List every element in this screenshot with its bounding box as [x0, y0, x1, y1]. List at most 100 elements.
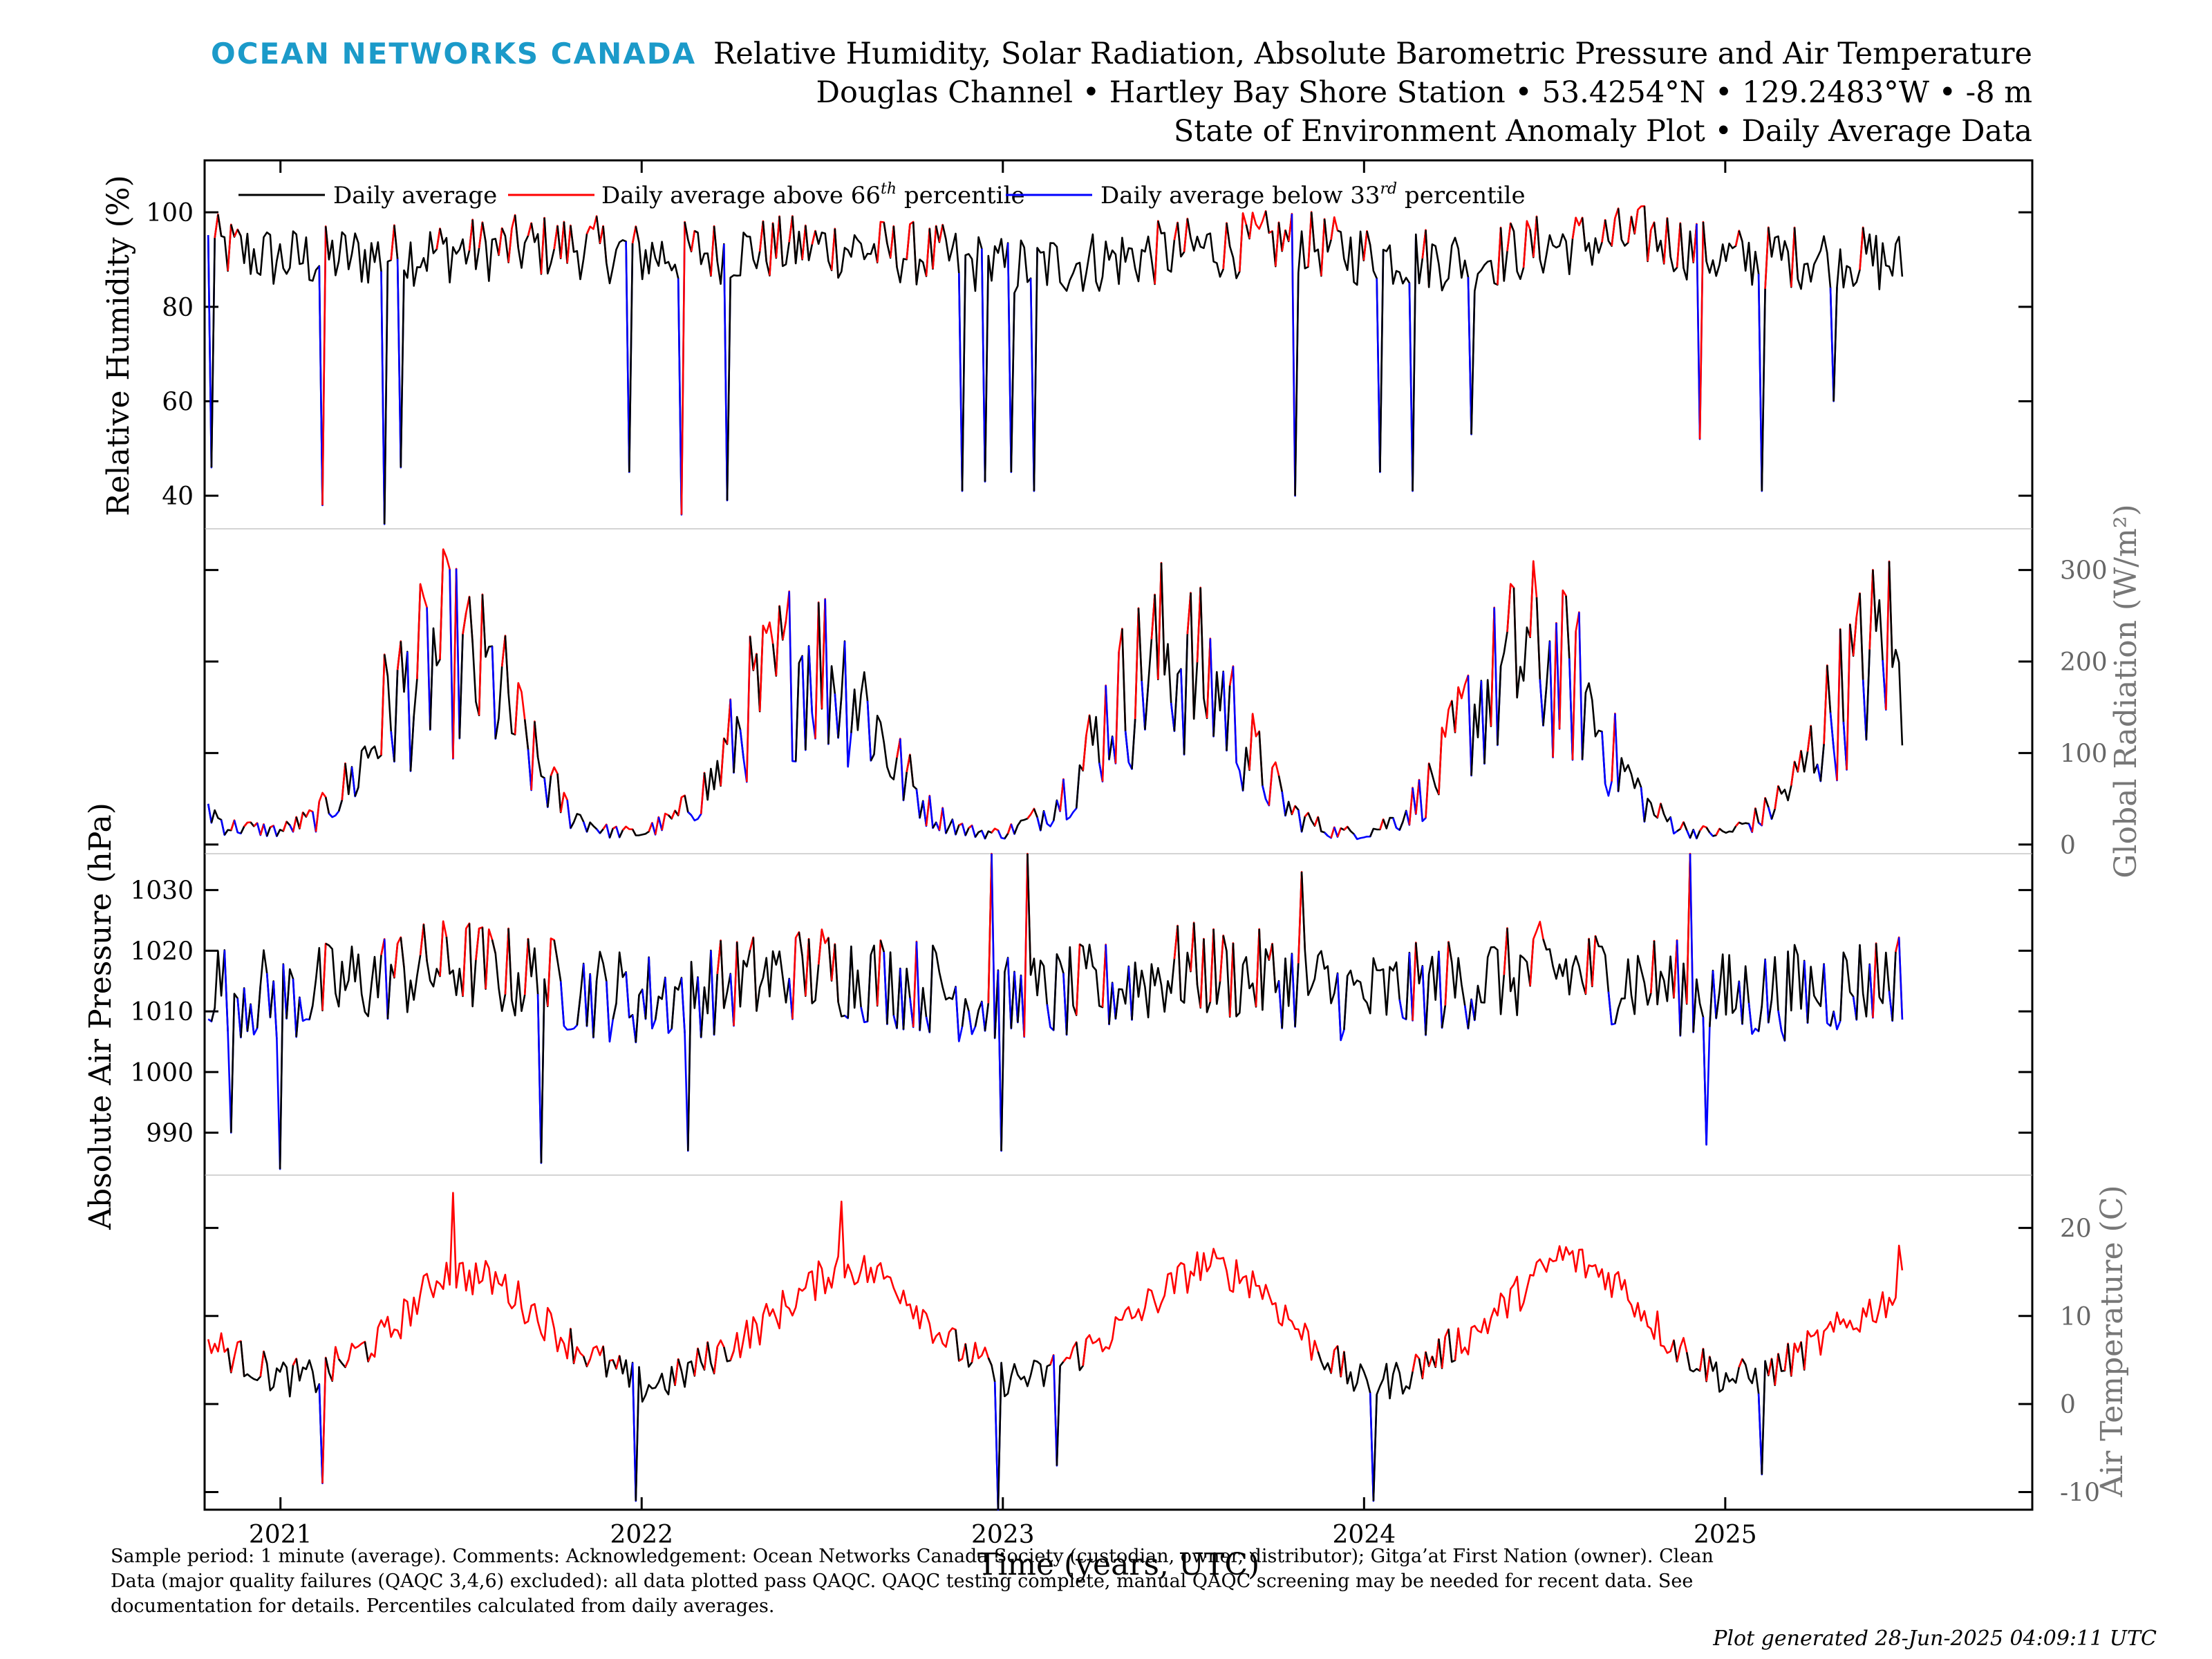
pressure-series-daily-segment-174 [1506, 928, 1535, 1016]
solar-series-daily-segment-176 [1121, 628, 1130, 763]
humidity-ytick-label-80: 80 [162, 294, 194, 322]
temperature-series-above-segment-27 [674, 1358, 683, 1386]
temperature-series-daily-segment-55 [1372, 1354, 1417, 1501]
humidity-series-daily-segment-54 [726, 221, 765, 501]
xlabel: Time (years, UTC) [977, 1547, 1259, 1582]
pressure-ytick-label-1010: 1010 [130, 998, 194, 1027]
pressure-series-daily-segment-120 [1027, 853, 1051, 1028]
humidity-series-above-segment-10 [321, 225, 330, 505]
solar-series-daily-segment-262 [1581, 682, 1606, 785]
humidity-series-daily-segment-19 [439, 219, 474, 283]
pressure-series-daily-segment-202 [1783, 944, 1809, 1041]
solar-ytick-label-0: 0 [2060, 832, 2076, 860]
pressure-series-daily-segment-26 [400, 924, 425, 1013]
title-line-1: Relative Humidity, Solar Radiation, Abso… [713, 37, 2032, 71]
solar-ytick-label-100: 100 [2060, 740, 2108, 768]
temperature-ytick-label-10: 10 [2060, 1303, 2092, 1331]
solar-series-below-segment-271 [1669, 816, 1681, 835]
humidity-series-above-segment-49 [690, 229, 699, 252]
ylabel-temperature: Air Temperature (C) [2094, 1185, 2130, 1497]
solar-series-daily-segment-270 [1660, 803, 1675, 834]
pressure-series-below-segment-59 [648, 957, 660, 1030]
legend-above-suffix: percentile [897, 182, 1025, 209]
pressure-ytick-label-1030: 1030 [130, 877, 194, 906]
pressure-ytick-label-1000: 1000 [130, 1059, 194, 1087]
pressure-series-daily-segment-102 [928, 944, 960, 1042]
pressure-series-daily-segment-157 [1343, 957, 1404, 1030]
pressure-series-daily-segment-172 [1474, 928, 1508, 1021]
humidity-series-above-segment-158 [1764, 226, 1773, 289]
solar-series-below-segment-125 [866, 700, 875, 762]
legend-label-below: Daily average below 33rd percentile [1100, 180, 1526, 209]
solar-series-below-segment-265 [1614, 713, 1623, 793]
pressure-series-daily-segment-21 [325, 939, 386, 1018]
solar-series-daily-segment-217 [1317, 816, 1329, 837]
pressure-series-daily-segment-92 [886, 951, 898, 1029]
humidity-series-daily-segment-165 [1862, 227, 1904, 290]
humidity-series-above-segment-116 [1362, 230, 1371, 261]
temperature-series-above-segment-15 [367, 1192, 575, 1364]
humidity-series-daily-segment-123 [1425, 229, 1472, 435]
temperature-series-daily-segment-77 [1761, 1358, 1773, 1475]
solar-series-below-segment-111 [788, 591, 800, 762]
solar-series-below-segment-128 [899, 738, 908, 802]
humidity-series-daily-segment-43 [628, 226, 637, 473]
tick-layer: 2021 2022 2023 2024 202540608010001002003009… [130, 160, 2108, 1549]
humidity-series-daily-segment-161 [1793, 227, 1835, 402]
pressure-series-below-segment-53 [625, 972, 633, 1019]
x-tick-label-2025: 2025 [1694, 1521, 1757, 1549]
solar-series-above-segment-168 [1082, 714, 1094, 771]
humidity-series-daily-segment-41 [602, 225, 630, 473]
humidity-series-daily-segment-90 [1157, 221, 1179, 273]
humidity-series-daily-segment-45 [635, 226, 683, 515]
legend-below-prefix: Daily average below 33 [1100, 182, 1380, 209]
solar-series-above-segment-257 [1558, 589, 1571, 729]
solar-ytick-label-200: 200 [2060, 648, 2108, 677]
humidity-ytick-label-60: 60 [162, 388, 194, 417]
x-tick-label-2022: 2022 [610, 1521, 673, 1549]
title-line-2: Douglas Channel • Hartley Bay Shore Stat… [816, 75, 2033, 110]
solar-ytick-label-300: 300 [2060, 557, 2108, 585]
ylabel-humidity: Relative Humidity (%) [101, 175, 136, 516]
temperature-series-above-segment-66 [1454, 1245, 1678, 1362]
pressure-series-daily-segment-155 [1300, 872, 1342, 1040]
pressure-series-daily-segment-180 [1594, 935, 1613, 1025]
solar-series-daily-segment-199 [1226, 666, 1235, 751]
pressure-series-daily-segment-126 [1079, 944, 1107, 1009]
footer-line-3: documentation for details. Percentiles c… [111, 1595, 774, 1617]
solar-series-daily-segment-103 [749, 636, 758, 671]
footer-line-2: Data (major quality failures (QAQC 3,4,6… [111, 1571, 1693, 1592]
pressure-series-daily-segment-80 [807, 929, 823, 1004]
legend-label-above: Daily average above 66th percentile [601, 180, 1025, 209]
solar-series-daily-segment-284 [1718, 821, 1740, 834]
humidity-series-above-segment-77 [932, 225, 941, 269]
plot-generated-stamp: Plot generated 28-Jun-2025 04:09:11 UTC [1712, 1627, 2157, 1651]
temperature-ytick-label-0: 0 [2060, 1391, 2076, 1419]
humidity-series-daily-segment-115 [1337, 229, 1368, 286]
pressure-ytick-label-990: 990 [146, 1120, 194, 1148]
solar-series-below-segment-148 [971, 825, 980, 838]
humidity-series-daily-segment-94 [1186, 218, 1228, 278]
humidity-series-daily-segment-11 [324, 226, 386, 525]
series-layer [207, 205, 1904, 1511]
temperature-series-daily-segment-73 [1709, 1356, 1743, 1393]
temperature-series-daily-segment-7 [295, 1358, 324, 1483]
humidity-series-daily-segment-163 [1833, 227, 1864, 402]
plot-frame [203, 159, 2034, 1511]
legend-label-daily: Daily average [333, 182, 497, 209]
legend-below-suffix: percentile [1397, 182, 1526, 209]
pressure-series-daily-segment-75 [752, 937, 794, 1020]
solar-series-above-segment-108 [775, 605, 784, 676]
pressure-series-daily-segment-38 [507, 928, 529, 1017]
pressure-series-daily-segment-176 [1542, 938, 1590, 996]
solar-series-daily-segment-67 [556, 773, 565, 814]
temperature-series-above-segment-17 [572, 1346, 588, 1367]
humidity-ytick-label-40: 40 [162, 482, 194, 511]
temperature-series-above-segment-9 [321, 1356, 330, 1483]
pressure-series-daily-segment-84 [834, 944, 849, 1020]
pressure-series-above-segment-175 [1529, 921, 1548, 986]
humidity-series-daily-segment-153 [1702, 221, 1741, 277]
footer-line-1: Sample period: 1 minute (average). Comme… [111, 1546, 1714, 1567]
solar-series-daily-segment-186 [1160, 563, 1176, 731]
axes-frames [203, 159, 2034, 1511]
